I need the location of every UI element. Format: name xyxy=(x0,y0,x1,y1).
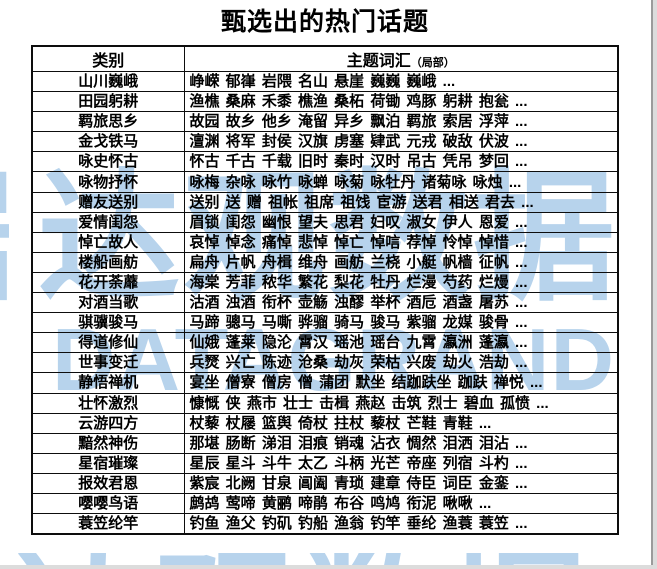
header-vocab-note: （局部） xyxy=(410,57,455,69)
words-cell: 杖藜 杖屦 篮舆 倚杖 拄杖 藜杖 芒鞋 青鞋 ... xyxy=(183,412,619,434)
topic-table-body: 山川巍峨 峥嵘 郁嵂 岩隈 名山 悬崖 巍巍 巍峨 ... 田园躬耕 渔樵 桑麻… xyxy=(31,70,619,535)
words-cell: 故园 故乡 他乡 淹留 异乡 飘泊 羁旅 索居 浮萍 ... xyxy=(183,111,619,133)
category-cell: 壮怀激烈 xyxy=(31,392,185,414)
words-cell: 紫宸 北阙 甘泉 阊阖 青琐 建章 侍臣 词臣 金銮 ... xyxy=(183,472,619,494)
table-row: 星宿璀璨 星辰 星斗 斗牛 太乙 斗柄 光芒 帝座 列宿 斗杓 ... xyxy=(31,452,619,474)
watermark-bottom-tile: 达观数据 xyxy=(10,553,640,566)
category-cell: 骐骥骏马 xyxy=(31,312,185,334)
table-row: 花开荼蘼 海棠 芳菲 秾华 繁花 梨花 牡丹 烂漫 芍药 烂熳 ... xyxy=(31,271,619,294)
category-cell: 楼船画舫 xyxy=(31,251,185,273)
words-cell: 宴坐 僧寮 僧房 僧 蒲团 默坐 结跏趺坐 跏趺 禅悦 ... xyxy=(183,372,619,394)
words-cell: 峥嵘 郁嵂 岩隈 名山 悬崖 巍巍 巍峨 ... xyxy=(183,70,619,93)
table-row: 蓑笠纶竿 钓鱼 渔父 钓矶 钓船 渔翁 钓竿 垂纶 渔蓑 蓑笠 ... xyxy=(31,513,619,535)
category-cell: 赠友送别 xyxy=(31,191,185,213)
table-row: 得道修仙 仙娥 蓬莱 隐沦 霄汉 瑶池 瑶台 九霄 瀛洲 蓬瀛 ... xyxy=(31,332,619,354)
category-cell: 报效君恩 xyxy=(31,472,185,494)
words-cell: 仙娥 蓬莱 隐沦 霄汉 瑶池 瑶台 九霄 瀛洲 蓬瀛 ... xyxy=(183,332,619,354)
words-cell: 眉锁 闺怨 幽恨 望夫 思君 妇叹 淑女 伊人 恩爱 ... xyxy=(183,211,619,233)
category-cell: 对酒当歌 xyxy=(31,292,185,314)
category-cell: 世事变迁 xyxy=(31,352,185,374)
category-cell: 云游四方 xyxy=(31,412,185,434)
words-cell: 澶渊 将军 封侯 汉旗 虏塞 肄武 元戎 破敌 伏波 ... xyxy=(183,131,619,153)
table-row: 咏物抒怀 咏梅 杂咏 咏竹 咏蝉 咏菊 咏牡丹 诸菊咏 咏烛 ... xyxy=(31,171,619,193)
page-title: 甄选出的热门话题 xyxy=(220,9,429,36)
table-row: 对酒当歌 沽酒 浊酒 衔杯 壶觞 浊醪 举杯 酒卮 酒盏 屠苏 ... xyxy=(31,292,619,314)
category-cell: 咏史怀古 xyxy=(31,151,185,173)
category-cell: 嘤嘤鸟语 xyxy=(31,492,185,515)
words-cell: 咏梅 杂咏 咏竹 咏蝉 咏菊 咏牡丹 诸菊咏 咏烛 ... xyxy=(183,171,619,193)
table-row: 咏史怀古 怀古 千古 千载 旧时 秦时 汉时 吊古 凭吊 梦回 ... xyxy=(31,151,619,173)
words-cell: 鹧鸪 莺啼 黄鹂 啼鹃 布谷 鸣鸠 衔泥 啾啾 ... xyxy=(183,492,619,515)
header-vocab-label: 主题词汇 xyxy=(346,53,411,70)
page-edge-right-line xyxy=(651,0,653,569)
words-cell: 慷慨 侠 燕市 壮士 击楫 燕赵 击筑 烈士 碧血 孤愤 ... xyxy=(183,392,619,414)
table-row: 云游四方 杖藜 杖屦 篮舆 倚杖 拄杖 藜杖 芒鞋 青鞋 ... xyxy=(31,412,619,434)
words-cell: 兵燹 兴亡 陈迹 沧桑 劫灰 荣枯 兴废 劫火 浩劫 ... xyxy=(183,352,619,374)
table-row: 爱情闺怨 眉锁 闺怨 幽恨 望夫 思君 妇叹 淑女 伊人 恩爱 ... xyxy=(31,211,619,233)
watermark-left-tile: 达观数据 xyxy=(0,168,9,318)
category-cell: 黯然神伤 xyxy=(31,432,185,454)
category-cell: 咏物抒怀 xyxy=(31,171,185,193)
category-cell: 得道修仙 xyxy=(31,332,185,354)
words-cell: 马蹄 骢马 马嘶 骅骝 骑马 骏马 紫骝 龙媒 骏骨 ... xyxy=(183,312,619,334)
table-header-row: 类别 主题词汇（局部） xyxy=(31,45,619,72)
header-category: 类别 xyxy=(31,45,185,72)
category-cell: 羁旅思乡 xyxy=(31,111,185,133)
header-vocab: 主题词汇（局部） xyxy=(183,45,619,72)
page-edge-right xyxy=(653,0,657,569)
words-cell: 怀古 千古 千载 旧时 秦时 汉时 吊古 凭吊 梦回 ... xyxy=(183,151,619,173)
header-category-label: 类别 xyxy=(92,53,125,70)
words-cell: 渔樵 桑麻 禾黍 樵渔 桑柘 荷锄 鸡豚 躬耕 抱瓮 ... xyxy=(183,91,619,113)
table-row: 楼船画舫 扁舟 片帆 舟楫 维舟 画舫 兰桡 小艇 帆樯 征帆 ... xyxy=(31,251,619,273)
words-cell: 哀悼 悼念 痛悼 悲悼 悼亡 悼唁 荐悼 怜悼 悼惜 ... xyxy=(183,231,619,253)
topic-table: 类别 主题词汇（局部） 山川巍峨 峥嵘 郁嵂 岩隈 名山 悬崖 巍巍 巍峨 ..… xyxy=(31,45,619,536)
table-row: 静悟禅机 宴坐 僧寮 僧房 僧 蒲团 默坐 结跏趺坐 跏趺 禅悦 ... xyxy=(31,372,619,394)
table-row: 报效君恩 紫宸 北阙 甘泉 阊阖 青琐 建章 侍臣 词臣 金銮 ... xyxy=(31,472,619,494)
category-cell: 金戈铁马 xyxy=(31,131,185,153)
category-cell: 田园躬耕 xyxy=(31,91,185,113)
table-row: 骐骥骏马 马蹄 骢马 马嘶 骅骝 骑马 骏马 紫骝 龙媒 骏骨 ... xyxy=(31,312,619,334)
words-cell: 送别 送 赠 祖帐 祖席 祖饯 宦游 送君 相送 君去 ... xyxy=(183,191,619,213)
page-edge-bottom xyxy=(0,565,657,569)
category-cell: 山川巍峨 xyxy=(31,70,185,93)
category-cell: 爱情闺怨 xyxy=(31,211,185,233)
table-row: 金戈铁马 澶渊 将军 封侯 汉旗 虏塞 肄武 元戎 破敌 伏波 ... xyxy=(31,131,619,153)
category-cell: 静悟禅机 xyxy=(31,372,185,394)
category-cell: 蓑笠纶竿 xyxy=(31,513,185,535)
table-row: 嘤嘤鸟语 鹧鸪 莺啼 黄鹂 啼鹃 布谷 鸣鸠 衔泥 啾啾 ... xyxy=(31,492,619,515)
category-cell: 星宿璀璨 xyxy=(31,452,185,474)
table-row: 壮怀激烈 慷慨 侠 燕市 壮士 击楫 燕赵 击筑 烈士 碧血 孤愤 ... xyxy=(31,392,619,414)
words-cell: 那堪 肠断 涕泪 泪痕 销魂 沾衣 惆然 泪洒 泪沾 ... xyxy=(183,432,619,454)
words-cell: 扁舟 片帆 舟楫 维舟 画舫 兰桡 小艇 帆樯 征帆 ... xyxy=(183,251,619,273)
table-row: 悼亡故人 哀悼 悼念 痛悼 悲悼 悼亡 悼唁 荐悼 怜悼 悼惜 ... xyxy=(31,231,619,253)
words-cell: 钓鱼 渔父 钓矶 钓船 渔翁 钓竿 垂纶 渔蓑 蓑笠 ... xyxy=(183,513,619,535)
words-cell: 沽酒 浊酒 衔杯 壶觞 浊醪 举杯 酒卮 酒盏 屠苏 ... xyxy=(183,292,619,314)
table-row: 赠友送别 送别 送 赠 祖帐 祖席 祖饯 宦游 送君 相送 君去 ... xyxy=(31,191,619,213)
category-cell: 悼亡故人 xyxy=(31,231,185,253)
words-cell: 星辰 星斗 斗牛 太乙 斗柄 光芒 帝座 列宿 斗杓 ... xyxy=(183,452,619,474)
table-row: 世事变迁 兵燹 兴亡 陈迹 沧桑 劫灰 荣枯 兴废 劫火 浩劫 ... xyxy=(31,352,619,374)
table-row: 羁旅思乡 故园 故乡 他乡 淹留 异乡 飘泊 羁旅 索居 浮萍 ... xyxy=(31,111,619,133)
category-cell: 花开荼蘼 xyxy=(31,271,185,294)
table-row: 山川巍峨 峥嵘 郁嵂 岩隈 名山 悬崖 巍巍 巍峨 ... xyxy=(31,70,619,93)
table-row: 黯然神伤 那堪 肠断 涕泪 泪痕 销魂 沾衣 惆然 泪洒 泪沾 ... xyxy=(31,432,619,454)
table-row: 田园躬耕 渔樵 桑麻 禾黍 樵渔 桑柘 荷锄 鸡豚 躬耕 抱瓮 ... xyxy=(31,91,619,113)
words-cell: 海棠 芳菲 秾华 繁花 梨花 牡丹 烂漫 芍药 烂熳 ... xyxy=(183,271,619,294)
